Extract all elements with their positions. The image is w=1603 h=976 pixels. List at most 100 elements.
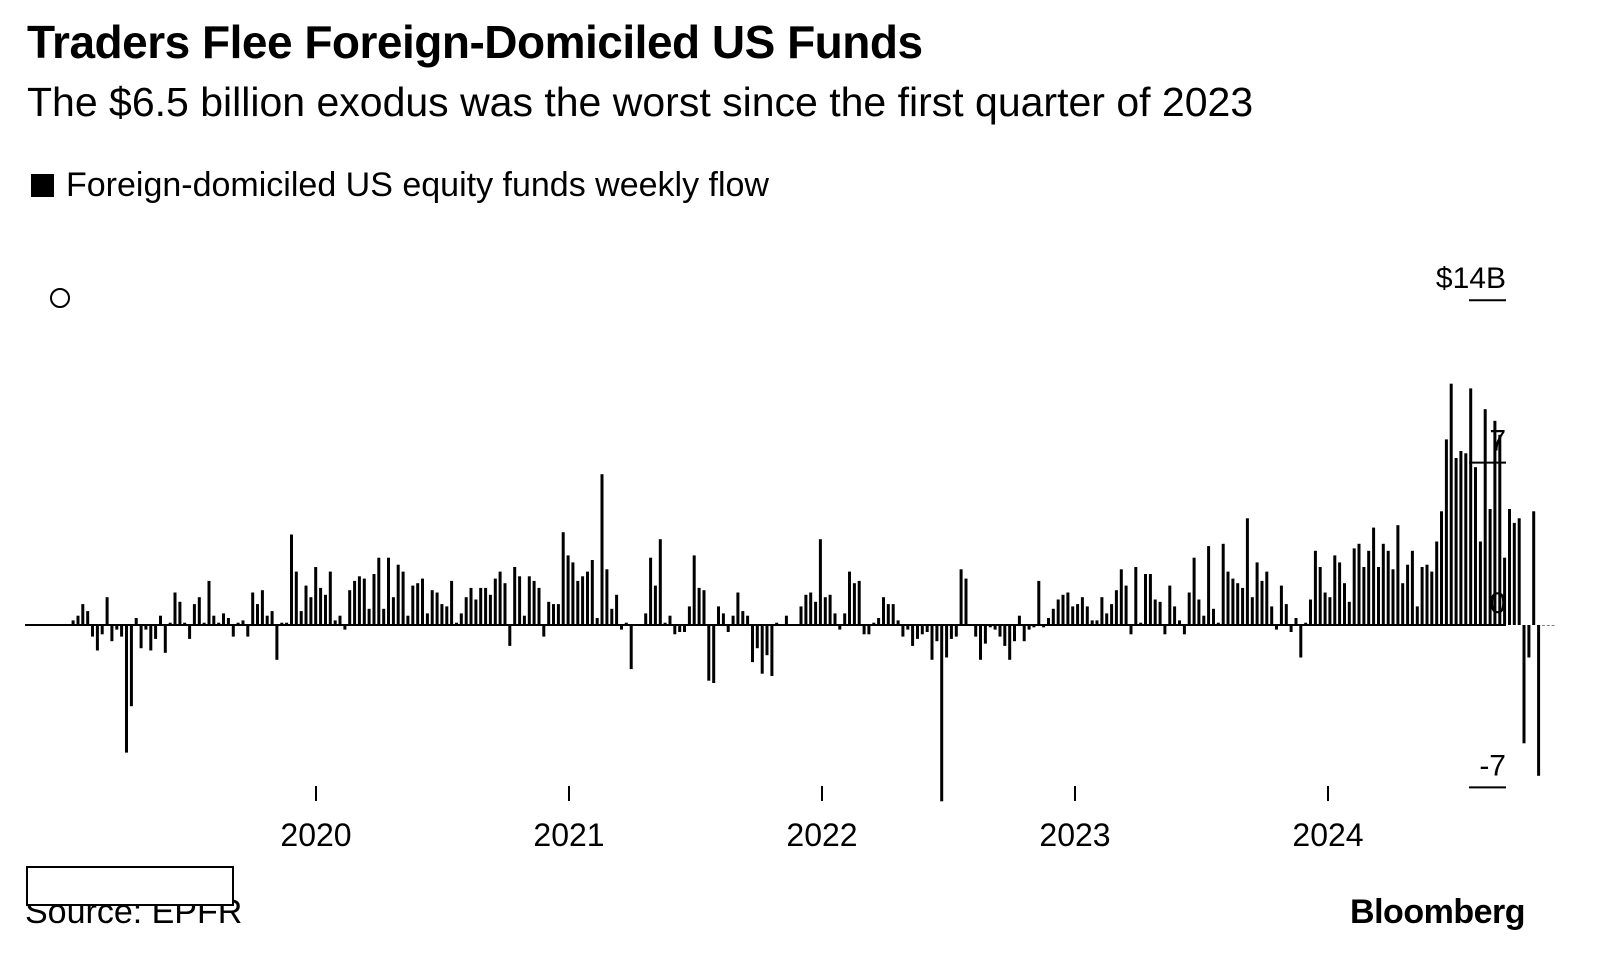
bar [814,601,818,625]
bar [1182,625,1186,635]
bar [1114,590,1118,625]
bar [1449,383,1453,625]
bar [1110,604,1114,625]
bar [459,613,463,625]
bar [683,625,686,632]
bar [721,613,725,625]
bar [343,625,347,630]
bar [940,625,944,802]
bar [668,615,672,625]
bar [1226,571,1230,625]
bar [1027,625,1031,630]
bar [886,604,890,625]
x-axis: 2020 2021 2022 2023 2024 [280,786,1364,853]
bar [445,606,449,625]
bar [299,611,303,625]
bar [391,597,395,625]
bar [251,592,255,625]
bar [1440,511,1443,625]
bar [692,555,696,625]
bar [673,625,677,635]
bar [1022,625,1026,642]
bar [1478,541,1482,625]
bar [188,625,192,639]
bar [843,613,847,625]
bar [173,592,177,625]
bar [1406,564,1410,625]
bar [1144,574,1147,625]
bar [256,604,259,625]
bar [576,580,580,625]
bar [430,590,434,625]
bar [304,585,308,625]
bar [1420,567,1424,625]
bar [503,583,507,625]
bar [498,571,502,625]
bar [1425,564,1429,625]
bar [751,625,754,663]
bar [202,622,206,625]
bar [522,615,526,625]
bar [95,625,99,651]
bar [1241,587,1245,625]
bar [348,590,352,625]
bar [925,625,929,632]
bar [110,625,114,642]
bar [949,625,953,639]
x-tick-label: 2022 [786,817,857,853]
bar [687,606,691,625]
bar [1459,451,1463,625]
bar [644,613,648,625]
bar [178,601,182,625]
bar [406,615,410,625]
bar [595,618,599,625]
y-tick-label: -7 [1479,749,1506,782]
bar [1469,388,1473,625]
bar [192,604,196,625]
bar [1347,601,1351,625]
bar [945,625,949,658]
bar [236,622,240,625]
bar [658,539,662,625]
bar [168,622,172,625]
bar [1396,525,1400,625]
bar [998,625,1002,637]
bar [1313,550,1317,625]
bar [91,625,94,637]
bar [1139,622,1143,625]
bar [120,625,124,637]
bar [765,625,769,656]
bar [139,625,143,649]
bar [804,594,808,625]
bar [707,625,711,681]
bar [542,625,546,637]
bar [624,622,628,625]
bar [590,560,594,625]
bar [1401,583,1405,625]
bar [1275,625,1278,630]
bar [1134,567,1138,625]
bar [882,597,885,625]
bar [760,625,764,674]
bar [246,625,250,637]
bar [809,592,813,625]
bar [862,625,866,635]
bar [586,571,589,625]
bar [1430,571,1434,625]
bar [217,622,221,625]
bar [226,618,230,625]
bar [993,625,997,630]
bar [479,587,483,625]
bar [1076,604,1080,625]
bar [1309,599,1312,625]
bar [1173,606,1177,625]
bar [1008,625,1012,660]
bar [877,618,881,625]
bar [697,587,701,625]
bar [537,587,541,625]
bar [1362,567,1366,625]
bar [1323,592,1327,625]
bar [561,532,565,625]
bar [1294,618,1298,625]
